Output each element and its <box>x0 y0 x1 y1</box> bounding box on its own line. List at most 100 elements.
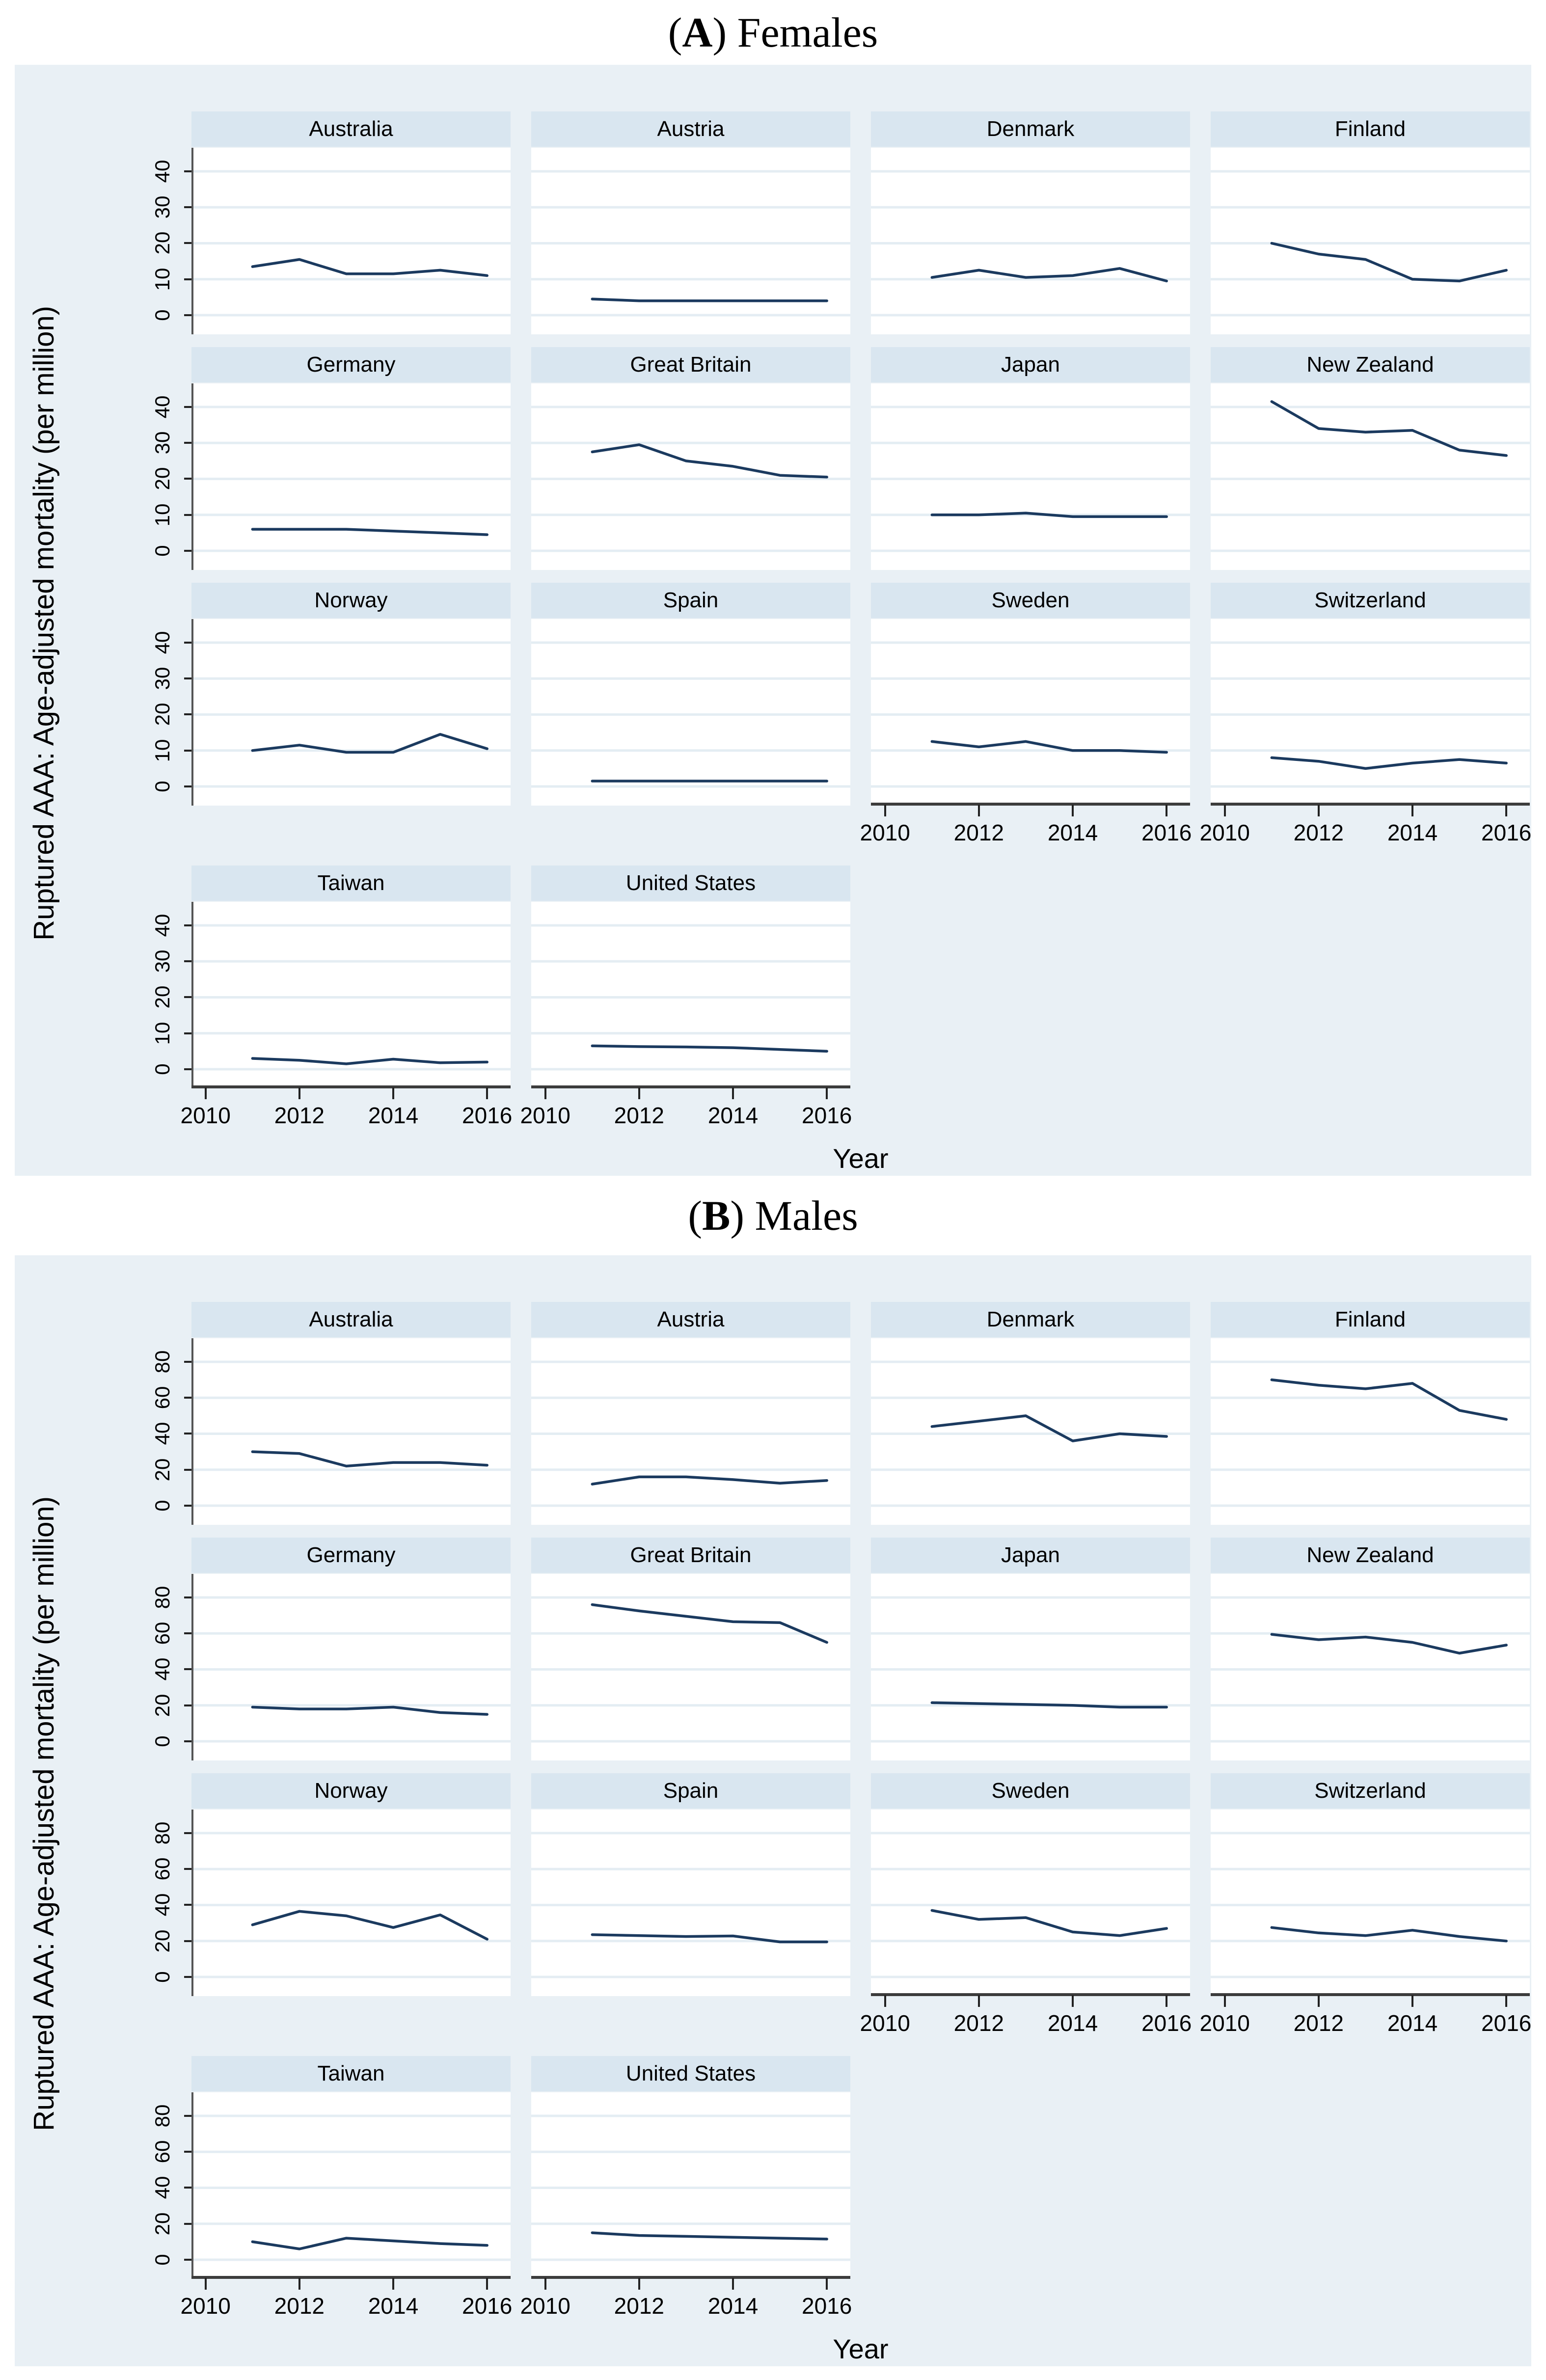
y-tick-mark <box>184 1505 191 1507</box>
x-tick-label: 2012 <box>274 2293 325 2319</box>
y-tick-label: 20 <box>151 1458 174 1482</box>
y-tick-mark <box>184 478 191 480</box>
x-tick-mark <box>204 1087 207 1099</box>
facet-title-denmark: Denmark <box>871 1302 1190 1337</box>
facet-title-austria: Austria <box>531 111 850 147</box>
y-tick-label: 10 <box>151 1022 174 1045</box>
x-tick-mark <box>1166 805 1168 816</box>
y-tick-mark <box>184 1904 191 1906</box>
facet-plot-new-zealand <box>1211 1574 1530 1760</box>
y-tick-label: 0 <box>151 781 174 792</box>
x-tick-label: 2012 <box>614 1103 665 1128</box>
facet-plot-taiwan <box>191 2092 511 2279</box>
facet-plot-finland <box>1211 1338 1530 1525</box>
x-tick-mark <box>486 1087 488 1099</box>
x-tick-mark <box>204 2278 207 2290</box>
x-tick-mark <box>1505 1995 1508 2007</box>
x-tick-mark <box>486 2278 488 2290</box>
y-tick-label: 0 <box>151 1500 174 1512</box>
y-tick-labels: 0 10 20 30 40 <box>148 148 191 334</box>
facet-plot-united-states <box>531 902 850 1088</box>
x-tick-label: 2010 <box>1199 820 1250 845</box>
y-tick-label: 20 <box>151 467 174 490</box>
y-tick-mark <box>184 2151 191 2153</box>
y-axis-label: Ruptured AAA: Age-adjusted mortality (pe… <box>27 305 60 941</box>
panel-a-label: A <box>682 9 713 56</box>
facet-title-japan: Japan <box>871 347 1190 382</box>
facet-title-australia: Australia <box>191 111 511 147</box>
y-tick-label: 0 <box>151 2254 174 2266</box>
y-tick-label: 30 <box>151 195 174 219</box>
panel-a-title-text: (A) Females <box>668 9 878 56</box>
y-tick-mark <box>184 1704 191 1706</box>
facet-plot-united-states <box>531 2092 850 2279</box>
y-tick-mark <box>184 314 191 317</box>
panel-b-title-text: (B) Males <box>688 1192 858 1239</box>
y-tick-label: 80 <box>151 1821 174 1845</box>
facet-plot-denmark <box>871 148 1190 334</box>
x-axis-label: Year <box>833 1143 889 1174</box>
panel-b-title: (B) Males <box>0 1176 1546 1255</box>
y-tick-label: 80 <box>151 1350 174 1374</box>
x-tick-mark <box>1505 805 1508 816</box>
x-tick-label: 2016 <box>1141 2010 1192 2036</box>
y-tick-label: 80 <box>151 2104 174 2128</box>
x-tick-label: 2012 <box>953 2010 1004 2036</box>
y-tick-mark <box>184 442 191 444</box>
facet-title-norway: Norway <box>191 1773 511 1809</box>
x-tick-mark <box>826 2278 828 2290</box>
x-tick-mark <box>1411 1995 1414 2007</box>
y-tick-mark <box>184 996 191 999</box>
facet-plot-switzerland <box>1211 619 1530 806</box>
x-tick-mark <box>544 1087 546 1099</box>
facet-grid-b: Australia 0 20 40 60 80 Austria Denmark Finland G… <box>151 1302 1531 2367</box>
y-tick-label: 30 <box>151 431 174 455</box>
x-tick-mark <box>1223 805 1226 816</box>
facet-plot-germany <box>191 1574 511 1760</box>
y-tick-mark <box>184 924 191 926</box>
y-tick-label: 40 <box>151 631 174 654</box>
facet-plot-sweden <box>871 619 1190 806</box>
y-tick-label: 40 <box>151 914 174 937</box>
facet-plot-austria <box>531 1338 850 1525</box>
y-tick-label: 0 <box>151 545 174 557</box>
y-axis-label: Ruptured AAA: Age-adjusted mortality (pe… <box>27 1496 60 2131</box>
x-tick-label: 2016 <box>462 2293 513 2319</box>
y-tick-mark <box>184 1068 191 1071</box>
x-tick-mark <box>826 1087 828 1099</box>
y-tick-mark <box>184 550 191 552</box>
y-tick-mark <box>184 1032 191 1034</box>
y-tick-mark <box>184 2187 191 2189</box>
facet-plot-finland <box>1211 148 1530 334</box>
facet-plot-new-zealand <box>1211 383 1530 570</box>
facet-title-new-zealand: New Zealand <box>1211 1538 1530 1573</box>
facet-title-germany: Germany <box>191 1538 511 1573</box>
facet-title-finland: Finland <box>1211 111 1530 147</box>
y-tick-label: 20 <box>151 986 174 1009</box>
x-tick-mark <box>1072 1995 1074 2007</box>
y-tick-label: 60 <box>151 2140 174 2164</box>
x-axis-label: Year <box>833 2333 889 2364</box>
facet-title-norway: Norway <box>191 583 511 618</box>
y-tick-mark <box>184 1468 191 1471</box>
y-tick-label: 10 <box>151 503 174 527</box>
x-tick-label: 2014 <box>1387 820 1438 845</box>
x-tick-label: 2016 <box>802 2293 852 2319</box>
x-tick-mark <box>638 1087 640 1099</box>
x-tick-mark <box>1166 1995 1168 2007</box>
panel-a-title: (A) Females <box>0 0 1546 65</box>
facet-title-germany: Germany <box>191 347 511 382</box>
y-tick-label: 20 <box>151 2212 174 2236</box>
y-tick-mark <box>184 242 191 244</box>
facet-title-taiwan: Taiwan <box>191 865 511 901</box>
x-tick-mark <box>1072 805 1074 816</box>
y-tick-mark <box>184 641 191 644</box>
facet-plot-spain <box>531 1810 850 1996</box>
facet-title-denmark: Denmark <box>871 111 1190 147</box>
facet-plot-australia <box>191 1338 511 1525</box>
y-tick-mark <box>184 1433 191 1435</box>
y-tick-label: 60 <box>151 1622 174 1645</box>
x-tick-label: 2016 <box>1481 820 1532 845</box>
y-tick-label: 10 <box>151 739 174 762</box>
x-tick-label: 2012 <box>1293 820 1344 845</box>
